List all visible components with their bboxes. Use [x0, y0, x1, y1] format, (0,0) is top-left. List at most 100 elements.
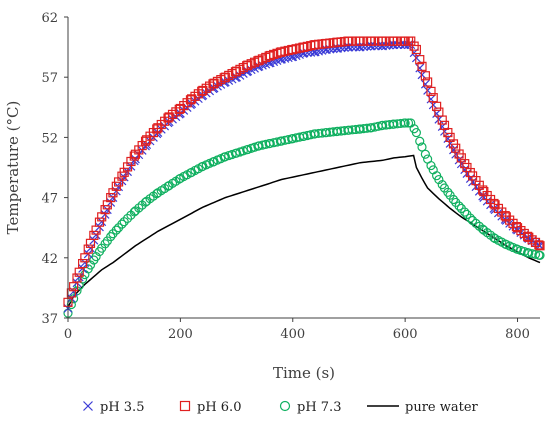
- data-point: [535, 250, 545, 260]
- data-point: [428, 93, 438, 103]
- data-point: [164, 112, 174, 122]
- data-point: [489, 233, 499, 243]
- data-point: [114, 182, 123, 192]
- data-point: [91, 230, 101, 240]
- data-point: [74, 267, 84, 277]
- data-point: [276, 136, 287, 146]
- data-point: [409, 41, 419, 51]
- data-point: [321, 127, 332, 138]
- legend-label: pH 6.0: [197, 400, 241, 415]
- y-tick-label: 52: [41, 131, 58, 146]
- data-point: [451, 149, 461, 159]
- data-point: [102, 200, 112, 210]
- data-point: [432, 101, 442, 111]
- data-point: [456, 159, 466, 169]
- data-point: [423, 77, 433, 87]
- data-point: [465, 167, 475, 178]
- data-point: [417, 61, 427, 71]
- data-point: [94, 217, 105, 227]
- data-point: [389, 119, 399, 129]
- data-point: [265, 138, 275, 149]
- data-point: [512, 223, 523, 233]
- data-point: [443, 187, 453, 197]
- data-point: [415, 136, 425, 146]
- data-point: [100, 210, 110, 219]
- data-point: [439, 120, 450, 130]
- y-tick-label: 62: [41, 11, 58, 26]
- data-point: [122, 162, 133, 172]
- legend-swatch: [179, 400, 191, 412]
- data-point: [153, 123, 163, 133]
- data-point: [123, 167, 132, 177]
- data-point: [117, 219, 127, 229]
- data-point: [420, 71, 430, 81]
- x-tick-label: 400: [280, 327, 305, 342]
- data-point: [119, 167, 129, 177]
- data-point: [66, 299, 76, 310]
- data-point: [167, 109, 178, 120]
- data-point: [288, 134, 298, 144]
- data-point: [156, 119, 166, 130]
- data-point: [299, 131, 309, 141]
- data-point: [406, 36, 416, 46]
- data-point: [288, 44, 298, 55]
- y-tick-label: 42: [41, 252, 58, 267]
- data-point: [69, 282, 79, 292]
- data-point: [333, 126, 343, 136]
- legend-item-ph-7-3: pH 7.3: [279, 400, 341, 415]
- data-point: [152, 189, 162, 199]
- data-point: [527, 235, 537, 245]
- data-point: [108, 188, 118, 198]
- legend: pH 3.5 pH 6.0 pH 7.3 pure water: [83, 400, 479, 415]
- x-tick-label: 0: [64, 327, 72, 342]
- data-point: [471, 176, 481, 186]
- data-point: [100, 205, 110, 215]
- data-point: [190, 91, 200, 101]
- data-point: [175, 103, 185, 114]
- data-point: [460, 207, 470, 217]
- data-point: [445, 132, 455, 142]
- data-point: [179, 101, 189, 111]
- data-point: [451, 143, 461, 153]
- data-point: [111, 225, 121, 235]
- data-point: [501, 212, 511, 222]
- data-point: [411, 127, 421, 138]
- y-axis-ticks: 37 42 47 52 57 62: [41, 11, 68, 327]
- data-point: [310, 129, 320, 139]
- data-point: [417, 142, 427, 152]
- series-ph-6-0: [63, 36, 545, 307]
- data-point: [426, 86, 436, 97]
- data-point: [265, 50, 275, 61]
- data-point: [454, 201, 464, 211]
- data-point: [535, 241, 545, 251]
- x-tick-label: 600: [393, 327, 418, 342]
- plot-area: [63, 36, 545, 318]
- data-point: [83, 244, 93, 254]
- data-point: [254, 55, 264, 65]
- data-point: [106, 193, 116, 203]
- legend-label: pure water: [405, 400, 479, 415]
- data-point: [443, 127, 453, 138]
- data-point: [113, 177, 124, 187]
- data-point: [95, 222, 104, 232]
- legend-swatch: [83, 401, 93, 411]
- legend-item-ph-6-0: pH 6.0: [179, 400, 241, 415]
- data-point: [163, 181, 173, 191]
- data-point: [456, 153, 466, 163]
- data-point: [530, 249, 541, 260]
- legend-swatch: [279, 400, 291, 412]
- data-point: [505, 215, 515, 225]
- series-ph-7-3: [63, 118, 545, 318]
- data-point: [411, 44, 421, 55]
- data-point: [462, 162, 472, 173]
- data-point: [72, 273, 82, 283]
- axes: [67, 17, 540, 319]
- x-tick-label: 800: [505, 327, 530, 342]
- data-point: [78, 258, 88, 269]
- y-tick-label: 37: [41, 312, 58, 327]
- data-point: [378, 120, 388, 130]
- y-tick-label: 57: [41, 71, 58, 86]
- data-point: [344, 125, 354, 135]
- data-point: [420, 149, 430, 159]
